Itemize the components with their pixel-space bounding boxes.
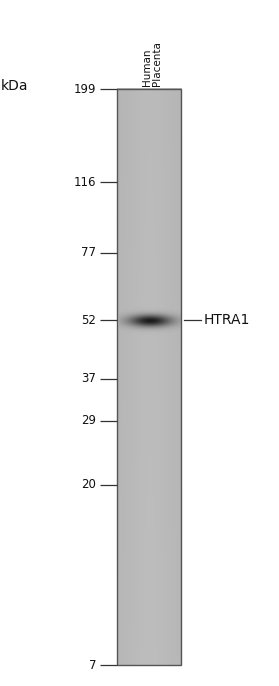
Text: 199: 199 — [74, 83, 96, 95]
Text: 52: 52 — [81, 314, 96, 327]
Text: 37: 37 — [81, 372, 96, 386]
Text: HTRA1: HTRA1 — [204, 314, 250, 327]
Text: 7: 7 — [89, 659, 96, 672]
Text: 77: 77 — [81, 246, 96, 259]
Text: 29: 29 — [81, 414, 96, 427]
Text: Human: Human — [142, 48, 152, 86]
Bar — [117, 89, 181, 665]
Text: kDa: kDa — [0, 79, 28, 93]
Text: 116: 116 — [74, 176, 96, 189]
Text: Placenta: Placenta — [152, 41, 162, 86]
Text: 20: 20 — [81, 478, 96, 491]
